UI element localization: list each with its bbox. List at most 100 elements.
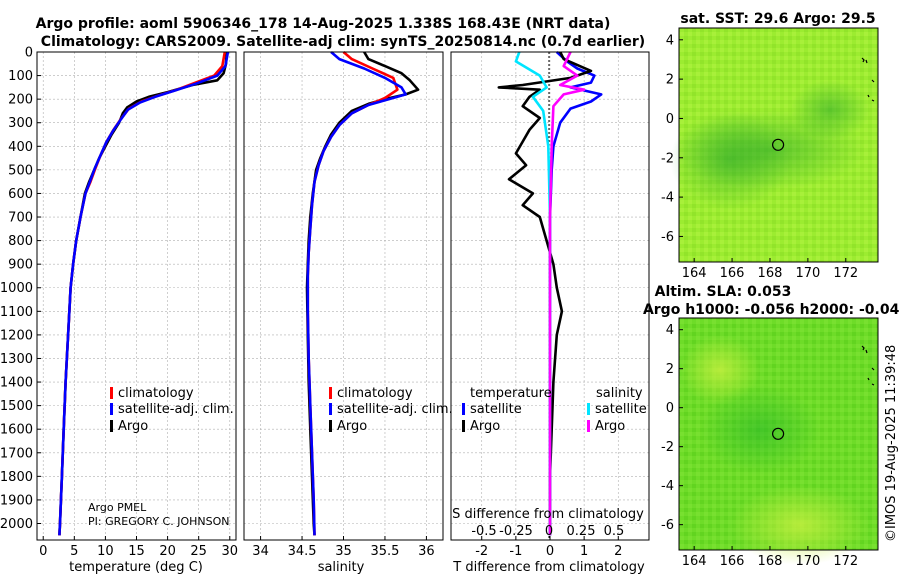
temperature-ytick-label-7: 700 [8,211,33,226]
difference-x-ticks: -2 -1 0 1 2 [475,536,622,559]
difference-series [497,51,603,536]
salinity-xtick-label-2: 35 [335,544,352,559]
legend-t-satellite-swatch [462,403,465,415]
sst-warm-east [790,80,870,140]
sst-ytick-label-4: 2 [666,73,674,88]
sla-map-panel: Altim. SLA: 0.053 Argo h1000: -0.056 h20… [643,284,900,569]
temperature-series-satellite-adj-clim- [58,51,230,536]
temperature-ytick-label-19: 1900 [0,493,33,508]
temperature-ytick-label-12: 1200 [0,328,33,343]
sla-ytick-label-3: 0 [666,401,674,416]
temperature-ytick-label-5: 500 [8,163,33,178]
sla-ytick-label-4: 2 [666,362,674,377]
difference-xtick-label-0: -2 [475,544,488,559]
sst-ytick-label-0: -6 [661,230,674,245]
temperature-ytick-label-4: 400 [8,140,33,155]
difference-series-s-argo [548,51,586,536]
sal-legend-argo-swatch [329,420,332,432]
temperature-ytick-label-13: 1300 [0,352,33,367]
sst-map-title: sat. SST: 29.6 Argo: 29.5 [680,11,875,27]
legend-temperature-title: temperature [470,386,552,401]
sst-ytick-label-5: 4 [666,33,674,48]
temperature-ytick-label-2: 200 [8,93,33,108]
temperature-ytick-label-10: 1000 [0,281,33,296]
temperature-y-ticks: 0 100 200 300 400 500 600 700 800 900 1000 1100 1200… [0,46,41,532]
sla-x-ticks: 164 166 168 170 172 [682,546,858,569]
sal-legend-climatology-label: climatology [337,386,413,401]
legend-argo-swatch [110,420,113,432]
sst-xtick-label-0: 164 [682,266,707,281]
legend-climatology-label: climatology [118,386,194,401]
sal-tick-label-3: 0 [545,524,553,539]
sla-high-northwest [680,335,760,405]
sla-map-frame [678,317,879,551]
sal-legend-argo-label: Argo [337,419,367,434]
difference-x-label: T difference from climatology [452,560,645,575]
sst-xtick-label-3: 170 [795,266,820,281]
sst-xtick-label-2: 168 [758,266,783,281]
sla-y-ticks: -6 -4 -2 0 2 4 [661,323,683,533]
sst-ytick-label-1: -4 [661,191,674,206]
temperature-ytick-label-0: 0 [25,46,33,61]
temperature-ytick-label-20: 2000 [0,517,33,532]
sst-x-ticks: 164 166 168 170 172 [682,258,858,281]
sst-xtick-label-1: 166 [720,266,745,281]
sla-xtick-label-2: 168 [758,554,783,569]
sla-high-south [730,485,870,565]
temperature-ytick-label-15: 1500 [0,399,33,414]
temperature-ytick-label-11: 1100 [0,305,33,320]
temperature-x-ticks: 0 5 10 15 20 25 30 [39,536,238,559]
sla-low-center [700,385,820,475]
credit-principal-investigator: PI: GREGORY C. JOHNSON [88,515,229,528]
temperature-ytick-label-3: 300 [8,116,33,131]
sst-warm-core [670,110,790,210]
salinity-series-satellite-adj-clim- [306,51,408,536]
sla-xtick-label-4: 172 [833,554,858,569]
salinity-xtick-label-1: 34.5 [288,544,317,559]
temperature-xtick-label-6: 30 [222,544,239,559]
figure-title-line1: Argo profile: aoml 5906346_178 14-Aug-20… [36,16,611,32]
figure-title-line2: Climatology: CARS2009. Satellite-adj cli… [41,34,645,50]
difference-xtick-label-1: -1 [509,544,522,559]
legend-t-argo-swatch [462,420,465,432]
temperature-x-label: temperature (deg C) [69,560,203,575]
temperature-ytick-label-18: 1800 [0,470,33,485]
sal-tick-label-2: -0.25 [499,524,533,539]
salinity-xtick-label-0: 34 [252,544,269,559]
temperature-ytick-label-9: 900 [8,258,33,273]
sal-legend-satellite-swatch [329,403,332,415]
salinity-xtick-label-3: 35.5 [370,544,399,559]
sla-ytick-label-0: -6 [661,518,674,533]
temperature-ytick-label-16: 1600 [0,423,33,438]
sla-map-title-line1: Altim. SLA: 0.053 [655,284,792,300]
sal-tick-label-1: -0.5 [471,524,496,539]
sst-islands [861,57,875,102]
salinity-xtick-label-4: 36 [418,544,435,559]
legend-s-satellite-label: satellite [595,402,647,417]
sla-argo-position-marker [771,427,785,440]
legend-satellite-label: satellite-adj. clim. [118,402,234,417]
salinity-panel: 34 34.5 35 35.5 36 salinity climatology sate… [243,51,453,575]
temperature-xtick-label-1: 5 [70,544,78,559]
sal-legend-satellite-label: satellite-adj. clim. [337,402,453,417]
salinity-series [305,51,420,536]
temperature-ytick-label-8: 800 [8,234,33,249]
legend-salinity-title: salinity [596,386,643,401]
temperature-ytick-label-14: 1400 [0,376,33,391]
legend-climatology-swatch [110,387,113,399]
sla-map-title-line2: Argo h1000: -0.056 h2000: -0.048 [643,302,900,318]
sst-ytick-label-2: -2 [661,151,674,166]
sal-tick-label-4: 0.25 [567,524,596,539]
temperature-ytick-label-17: 1700 [0,446,33,461]
temperature-series [58,51,230,536]
sst-y-ticks: -6 -4 -2 0 2 4 [661,33,683,245]
temperature-xtick-label-3: 15 [128,544,145,559]
difference-panel: -2 -1 0 1 2 T difference from climatology S … [450,51,650,575]
legend-s-argo-swatch [587,420,590,432]
sst-map-panel: sat. SST: 29.6 Argo: 29.5 164 166 168 170 17… [661,11,879,281]
sal-legend-climatology-swatch [329,387,332,399]
sla-islands [861,345,875,386]
temperature-xtick-label-4: 20 [159,544,176,559]
temperature-xtick-label-2: 10 [97,544,114,559]
